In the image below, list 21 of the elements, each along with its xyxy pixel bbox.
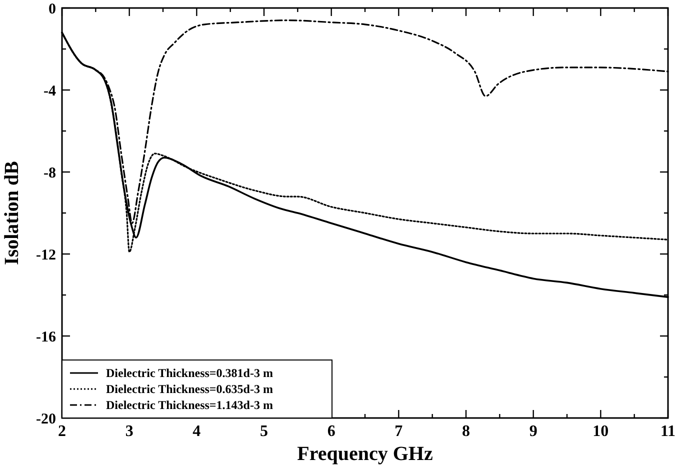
x-tick-label: 5 xyxy=(260,423,268,440)
x-tick-label: 11 xyxy=(660,423,676,440)
x-tick-label: 6 xyxy=(327,423,336,440)
y-tick-label: -4 xyxy=(44,83,56,100)
x-tick-label: 10 xyxy=(592,423,609,440)
y-tick-label: -8 xyxy=(44,165,56,182)
y-tick-label: -20 xyxy=(36,411,56,428)
x-tick-label: 4 xyxy=(192,423,201,440)
legend-label: Dielectric Thickness=0.381d-3 m xyxy=(106,366,273,380)
x-tick-label: 2 xyxy=(58,423,66,440)
y-axis-title: Isolation dB xyxy=(1,161,23,265)
x-axis-title: Frequency GHz xyxy=(297,443,433,465)
x-tick-label: 8 xyxy=(462,423,470,440)
y-tick-label: -16 xyxy=(36,329,56,346)
x-tick-label: 7 xyxy=(394,423,403,440)
legend-label: Dielectric Thickness=0.635d-3 m xyxy=(106,382,273,396)
x-tick-label: 9 xyxy=(529,423,538,440)
x-tick-label: 3 xyxy=(125,423,134,440)
y-tick-label: 0 xyxy=(48,1,56,18)
legend-label: Dielectric Thickness=1.143d-3 m xyxy=(106,398,273,412)
y-tick-label: -12 xyxy=(36,247,56,264)
